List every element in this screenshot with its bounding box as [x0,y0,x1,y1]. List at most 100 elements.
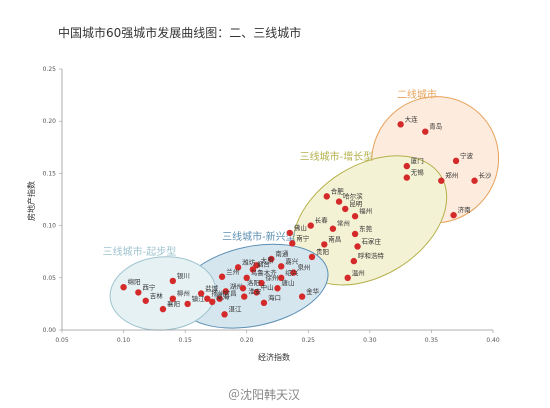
data-point-label: 厦门 [411,156,424,165]
data-point-label: 宜昌 [224,289,237,298]
data-point-label: 长沙 [479,171,493,180]
data-point-label: 合肥 [331,186,345,195]
data-point [471,177,478,184]
data-point-label: 南通 [275,249,289,258]
x-tick-label: 0.25 [302,337,316,344]
data-point [342,205,349,213]
cluster-label: 三线城市-新兴型 [222,230,296,243]
data-point-label: 洛阳 [247,278,260,287]
data-point-label: 绵阳 [128,277,141,286]
data-point [403,162,410,170]
data-point [354,243,361,250]
data-point-label: 柳州 [177,289,190,298]
data-point [329,225,337,232]
data-point-label: 徐州 [265,273,278,282]
x-tick-label: 0.40 [486,337,500,344]
data-point [277,263,285,270]
data-point [438,177,445,184]
data-point [253,262,260,269]
x-tick-label: 0.35 [425,337,439,344]
y-tick-label: 0.00 [43,327,57,334]
data-point-label: 威海 [216,292,230,301]
data-point-label: 唐山 [282,278,295,287]
data-point [397,121,404,128]
y-tick-label: 0.15 [43,170,57,177]
data-point [277,274,285,281]
data-point-label: 宁波 [460,151,474,160]
data-point [239,285,247,292]
data-point [222,288,229,295]
cluster-label: 三线城市-起步型 [103,245,177,258]
data-point-label: 福州 [359,206,372,215]
data-point-label: 绍兴 [285,268,299,277]
data-point-label: 青岛 [429,122,442,131]
y-tick-label: 0.20 [43,118,57,125]
data-point [218,273,226,280]
data-point [221,311,228,318]
data-point [241,293,248,300]
data-point [403,174,410,181]
data-point-label: 西宁 [142,282,156,291]
data-point [321,241,328,248]
data-point [290,269,297,276]
data-point [450,211,457,219]
x-tick-label: 0.20 [240,337,254,344]
y-tick-label: 0.10 [43,223,57,230]
data-point [204,295,211,302]
data-point [286,229,294,237]
data-point [234,264,242,271]
data-point [260,299,268,307]
chart-title: 中国城市60强城市发展曲线图：二、三线城市 [58,25,301,40]
x-tick-label: 0.15 [178,337,192,344]
data-point-label: 长春 [315,216,329,225]
data-point-label: 金华 [306,287,320,296]
data-point [258,279,265,287]
data-point-label: 太原 [261,255,275,264]
data-point [452,157,460,165]
data-point-label: 昆明 [349,200,363,208]
data-point [216,295,223,302]
data-point-label: 淮安 [248,287,262,296]
data-point [142,297,149,304]
data-point [253,289,260,296]
data-point [243,274,250,281]
data-point-label: 郑州 [445,172,458,180]
data-point [268,255,275,263]
data-point-label: 嘉兴 [285,256,299,265]
x-tick-label: 0.10 [117,337,131,344]
data-point [135,289,142,296]
x-axis-label: 经济指数 [258,352,290,362]
data-point-label: 扬州 [211,289,224,298]
data-point-label: 盐城 [205,283,219,292]
data-point [169,295,177,302]
watermark: ＠沈阳韩天汉 [228,388,301,402]
data-point [197,290,205,297]
data-point-label: 烟台 [257,259,270,268]
data-point-label: 泉州 [298,263,311,272]
data-point-label: 贵阳 [316,247,329,256]
data-point-label: 佛山 [294,223,307,232]
y-axis-label: 房地产指数 [26,181,36,221]
data-point-label: 石家庄 [362,236,382,245]
data-point [274,285,281,292]
data-point-label: 湖州 [230,281,243,290]
data-point-label: 兰州 [226,267,239,276]
data-point [351,213,359,220]
data-point-label: 大连 [405,114,419,123]
data-point-label: 银川 [177,271,190,280]
x-tick-label: 0.05 [55,337,69,344]
data-point-label: 呼和浩特 [358,251,385,260]
data-point-label: 无锡 [411,168,425,177]
data-point-label: 南宁 [296,233,310,242]
data-point [184,300,191,308]
cluster-label: 三线城市-增长型 [300,150,374,163]
data-point [169,277,177,285]
cluster-label: 二线城市 [397,88,437,101]
data-point [307,222,314,229]
y-tick-label: 0.05 [43,275,57,282]
data-point [249,266,257,273]
data-point-label: 中山 [261,282,274,291]
